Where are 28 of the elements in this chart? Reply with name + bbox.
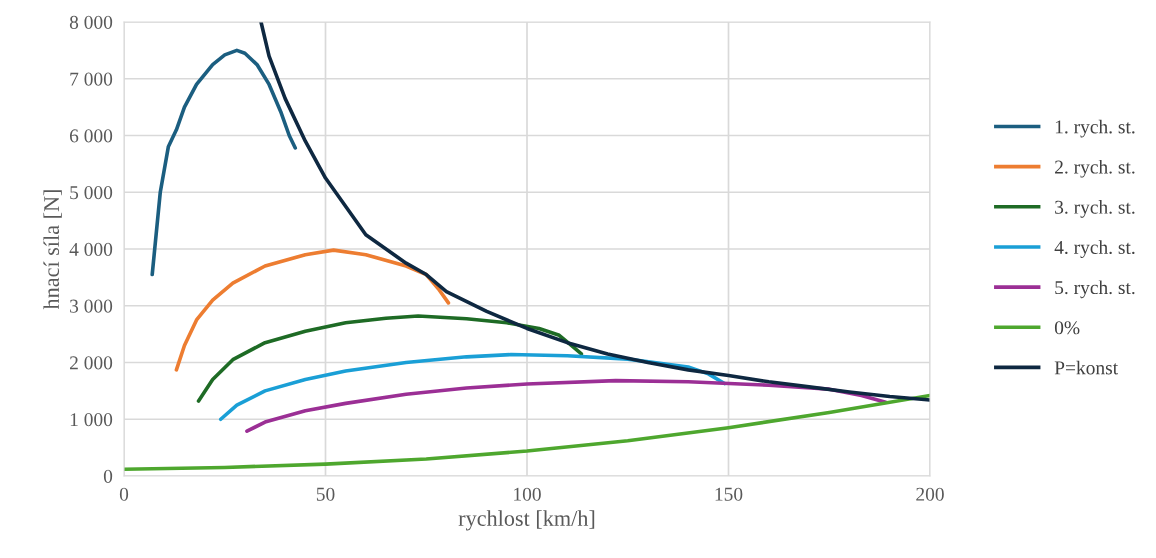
legend-label: 5. rych. st. bbox=[1055, 280, 1135, 299]
y-tick-label: 3 000 bbox=[70, 299, 113, 313]
x-tick-label: 200 bbox=[916, 487, 944, 501]
x-tick-label: 50 bbox=[316, 487, 335, 501]
y-tick-label: 6 000 bbox=[69, 129, 113, 143]
legend-label: P=konst bbox=[1054, 360, 1118, 375]
legend-label: 1. rych. st. bbox=[1055, 119, 1135, 138]
legend-label: 3. rych. st. bbox=[1055, 200, 1135, 218]
y-tick-label: 7 000 bbox=[70, 72, 113, 86]
legend-label: 2. rych. st. bbox=[1055, 159, 1135, 178]
line-series bbox=[124, 393, 930, 471]
x-tick-label: 0 bbox=[119, 487, 129, 501]
line-series bbox=[196, 314, 584, 403]
x-tick-label: 150 bbox=[715, 487, 743, 501]
y-tick-label: 0 bbox=[103, 469, 113, 483]
line-series bbox=[150, 48, 298, 277]
legend-label: 4. rych. st. bbox=[1054, 240, 1135, 258]
y-tick-label: 5 000 bbox=[70, 186, 113, 200]
line-series bbox=[259, 22, 930, 402]
y-tick-label: 2 000 bbox=[69, 356, 113, 370]
y-tick-label: 8 000 bbox=[69, 15, 113, 29]
y-tick-label: 4 000 bbox=[69, 242, 113, 256]
x-tick-label: 100 bbox=[514, 487, 541, 501]
y-axis-title: hnací síla [N] bbox=[43, 190, 62, 310]
legend-label: 0% bbox=[1054, 321, 1080, 335]
y-tick-label: 1 000 bbox=[70, 413, 113, 427]
x-axis-title: rychlost [km/h] bbox=[458, 510, 595, 531]
line-series bbox=[174, 248, 451, 372]
